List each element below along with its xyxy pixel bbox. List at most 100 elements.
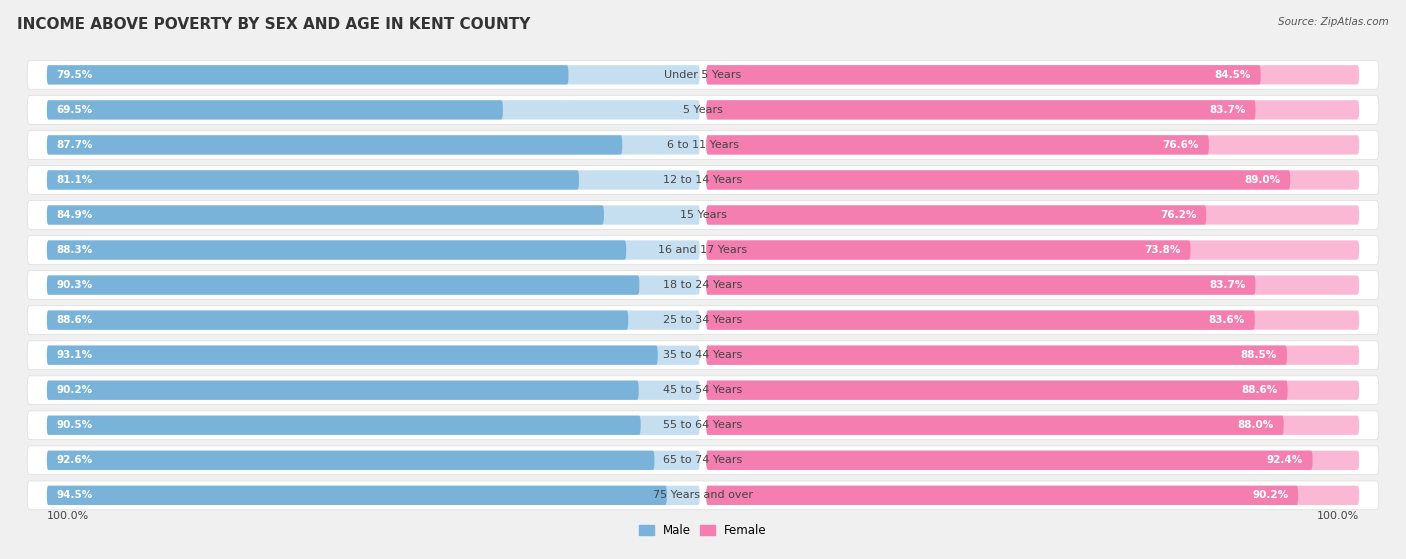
FancyBboxPatch shape — [706, 310, 1360, 330]
Text: 92.6%: 92.6% — [56, 455, 93, 465]
FancyBboxPatch shape — [46, 240, 700, 260]
Text: 84.5%: 84.5% — [1215, 70, 1251, 80]
FancyBboxPatch shape — [46, 381, 638, 400]
FancyBboxPatch shape — [706, 135, 1209, 154]
FancyBboxPatch shape — [46, 170, 700, 190]
Text: 6 to 11 Years: 6 to 11 Years — [666, 140, 740, 150]
FancyBboxPatch shape — [706, 100, 1256, 120]
FancyBboxPatch shape — [27, 271, 1379, 300]
FancyBboxPatch shape — [46, 276, 640, 295]
Text: 100.0%: 100.0% — [1317, 511, 1360, 522]
FancyBboxPatch shape — [46, 451, 654, 470]
Text: 18 to 24 Years: 18 to 24 Years — [664, 280, 742, 290]
Text: 88.0%: 88.0% — [1237, 420, 1274, 430]
FancyBboxPatch shape — [27, 341, 1379, 369]
FancyBboxPatch shape — [27, 376, 1379, 405]
FancyBboxPatch shape — [46, 100, 700, 120]
FancyBboxPatch shape — [706, 486, 1360, 505]
Text: 87.7%: 87.7% — [56, 140, 93, 150]
FancyBboxPatch shape — [27, 201, 1379, 229]
FancyBboxPatch shape — [27, 165, 1379, 195]
FancyBboxPatch shape — [706, 345, 1286, 365]
FancyBboxPatch shape — [46, 381, 700, 400]
Text: 100.0%: 100.0% — [46, 511, 89, 522]
FancyBboxPatch shape — [46, 135, 623, 154]
FancyBboxPatch shape — [27, 306, 1379, 334]
FancyBboxPatch shape — [706, 345, 1360, 365]
FancyBboxPatch shape — [46, 345, 700, 365]
Text: 5 Years: 5 Years — [683, 105, 723, 115]
Text: 81.1%: 81.1% — [56, 175, 93, 185]
FancyBboxPatch shape — [27, 96, 1379, 124]
Text: 35 to 44 Years: 35 to 44 Years — [664, 350, 742, 360]
FancyBboxPatch shape — [27, 481, 1379, 510]
Text: 73.8%: 73.8% — [1144, 245, 1181, 255]
FancyBboxPatch shape — [46, 135, 700, 154]
FancyBboxPatch shape — [27, 131, 1379, 159]
FancyBboxPatch shape — [46, 170, 579, 190]
Text: INCOME ABOVE POVERTY BY SEX AND AGE IN KENT COUNTY: INCOME ABOVE POVERTY BY SEX AND AGE IN K… — [17, 17, 530, 32]
Text: 55 to 64 Years: 55 to 64 Years — [664, 420, 742, 430]
FancyBboxPatch shape — [706, 65, 1261, 84]
Text: 76.6%: 76.6% — [1163, 140, 1199, 150]
FancyBboxPatch shape — [46, 451, 700, 470]
FancyBboxPatch shape — [706, 310, 1254, 330]
Text: 12 to 14 Years: 12 to 14 Years — [664, 175, 742, 185]
FancyBboxPatch shape — [27, 236, 1379, 264]
FancyBboxPatch shape — [46, 205, 700, 225]
FancyBboxPatch shape — [706, 205, 1360, 225]
FancyBboxPatch shape — [706, 451, 1313, 470]
Text: 90.2%: 90.2% — [56, 385, 93, 395]
FancyBboxPatch shape — [706, 451, 1360, 470]
Text: 75 Years and over: 75 Years and over — [652, 490, 754, 500]
Text: 83.7%: 83.7% — [1209, 280, 1246, 290]
Text: 25 to 34 Years: 25 to 34 Years — [664, 315, 742, 325]
Text: 76.2%: 76.2% — [1160, 210, 1197, 220]
FancyBboxPatch shape — [27, 411, 1379, 439]
Text: 89.0%: 89.0% — [1244, 175, 1281, 185]
FancyBboxPatch shape — [46, 310, 628, 330]
Text: 88.6%: 88.6% — [1241, 385, 1278, 395]
FancyBboxPatch shape — [706, 240, 1360, 260]
Text: Source: ZipAtlas.com: Source: ZipAtlas.com — [1278, 17, 1389, 27]
FancyBboxPatch shape — [46, 486, 666, 505]
FancyBboxPatch shape — [46, 65, 700, 84]
Text: 88.3%: 88.3% — [56, 245, 93, 255]
Text: Under 5 Years: Under 5 Years — [665, 70, 741, 80]
FancyBboxPatch shape — [46, 486, 700, 505]
Text: 84.9%: 84.9% — [56, 210, 93, 220]
Text: 83.6%: 83.6% — [1209, 315, 1244, 325]
FancyBboxPatch shape — [706, 240, 1191, 260]
FancyBboxPatch shape — [46, 205, 605, 225]
FancyBboxPatch shape — [46, 240, 626, 260]
Text: 93.1%: 93.1% — [56, 350, 93, 360]
FancyBboxPatch shape — [706, 381, 1288, 400]
Text: 15 Years: 15 Years — [679, 210, 727, 220]
FancyBboxPatch shape — [706, 486, 1298, 505]
Text: 79.5%: 79.5% — [56, 70, 93, 80]
FancyBboxPatch shape — [706, 416, 1360, 435]
Text: 90.5%: 90.5% — [56, 420, 93, 430]
FancyBboxPatch shape — [706, 416, 1284, 435]
Text: 69.5%: 69.5% — [56, 105, 93, 115]
Legend: Male, Female: Male, Female — [634, 520, 772, 542]
Text: 90.2%: 90.2% — [1253, 490, 1288, 500]
FancyBboxPatch shape — [46, 416, 641, 435]
Text: 65 to 74 Years: 65 to 74 Years — [664, 455, 742, 465]
FancyBboxPatch shape — [27, 446, 1379, 475]
FancyBboxPatch shape — [46, 416, 700, 435]
FancyBboxPatch shape — [706, 65, 1360, 84]
Text: 45 to 54 Years: 45 to 54 Years — [664, 385, 742, 395]
FancyBboxPatch shape — [27, 60, 1379, 89]
Text: 90.3%: 90.3% — [56, 280, 93, 290]
Text: 16 and 17 Years: 16 and 17 Years — [658, 245, 748, 255]
Text: 92.4%: 92.4% — [1267, 455, 1303, 465]
FancyBboxPatch shape — [46, 345, 658, 365]
FancyBboxPatch shape — [46, 310, 700, 330]
Text: 94.5%: 94.5% — [56, 490, 93, 500]
FancyBboxPatch shape — [706, 100, 1360, 120]
FancyBboxPatch shape — [706, 170, 1360, 190]
FancyBboxPatch shape — [46, 100, 503, 120]
FancyBboxPatch shape — [706, 381, 1360, 400]
Text: 83.7%: 83.7% — [1209, 105, 1246, 115]
